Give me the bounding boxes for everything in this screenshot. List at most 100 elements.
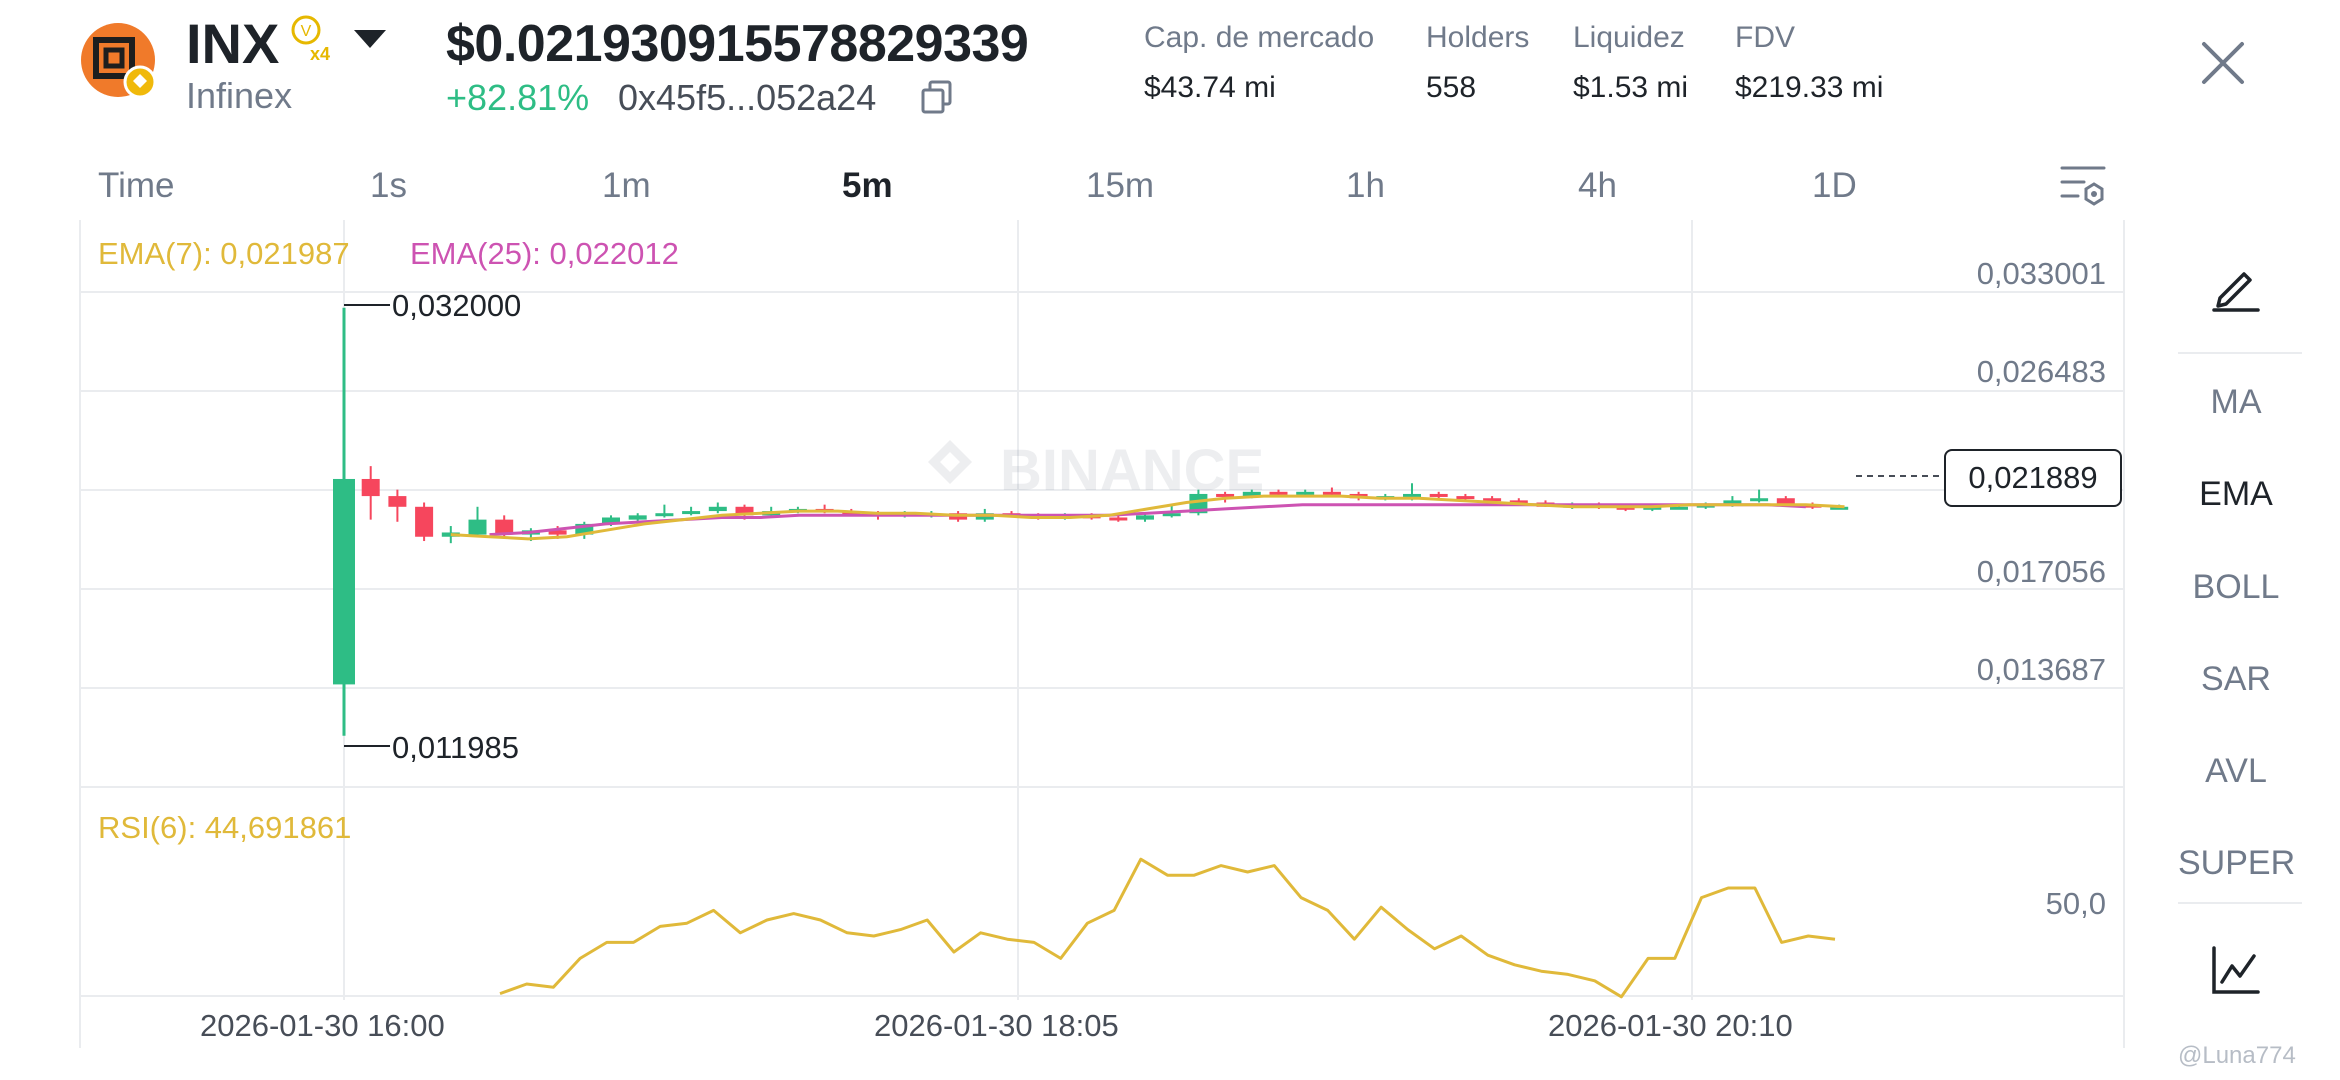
price-change: +82.81% <box>446 77 590 118</box>
tab-5m[interactable]: 5m <box>842 166 893 205</box>
rsi-axis-label: 50,0 <box>2045 886 2106 921</box>
candle-body <box>388 496 407 507</box>
contract-address: 0x45f5...052a24 <box>618 77 877 118</box>
verified-badge-icon: V x4 <box>291 15 330 64</box>
candle-body <box>1109 517 1128 521</box>
stat-label-liquidity: Liquidez <box>1573 21 1685 54</box>
candle <box>1109 515 1128 522</box>
candle-body <box>1483 498 1502 502</box>
rsi-line <box>499 857 1836 999</box>
candle-body <box>1269 491 1288 495</box>
indicator-sar[interactable]: SAR <box>2201 660 2271 698</box>
candle-body <box>1296 491 1315 495</box>
token-switch-dropdown[interactable] <box>352 26 388 52</box>
candle-body <box>415 506 434 537</box>
price-axis-label: 0,026483 <box>1976 354 2106 389</box>
ema7-line <box>450 494 1845 541</box>
exchange-watermark: BINANCE <box>928 438 1264 503</box>
time-axis-label: 2026-01-30 20:10 <box>1548 1008 1793 1043</box>
candle-body <box>1216 493 1235 497</box>
candle-body <box>1162 513 1181 517</box>
draw-tool-icon[interactable] <box>2210 262 2262 312</box>
token-name: Infinex <box>186 75 293 116</box>
candle <box>708 502 727 514</box>
candle-body <box>361 478 380 497</box>
indicator-ema[interactable]: EMA <box>2199 475 2273 513</box>
low-price-label: 0,011985 <box>392 730 519 765</box>
candle-body <box>1136 515 1154 520</box>
candle-body <box>548 530 567 535</box>
tab-1h[interactable]: 1h <box>1346 166 1385 205</box>
candle-body <box>1643 506 1662 510</box>
stat-label-holders: Holders <box>1426 21 1530 54</box>
token-logo <box>81 23 157 99</box>
candle <box>655 504 674 518</box>
candle-body <box>1750 498 1769 502</box>
candle <box>682 506 701 516</box>
candle <box>575 521 594 539</box>
stat-value-holders: 558 <box>1426 71 1477 104</box>
stat-label-market-cap: Cap. de mercado <box>1144 21 1375 54</box>
indicator-boll[interactable]: BOLL <box>2192 568 2280 606</box>
rsi-legend: RSI(6): 44,691861 <box>98 810 352 845</box>
indicator-ma[interactable]: MA <box>2210 383 2262 421</box>
chart-type-icon[interactable] <box>2210 944 2262 996</box>
chart-grid <box>79 220 2125 1048</box>
candle-body <box>333 478 355 685</box>
candle <box>361 466 380 520</box>
time-axis-label: 2026-01-30 18:05 <box>874 1008 1119 1043</box>
candle-body <box>1670 506 1688 510</box>
copy-icon[interactable] <box>920 80 954 116</box>
badge-multiplier: x4 <box>310 44 330 64</box>
candle <box>1750 489 1769 503</box>
price-axis-label: 0,013687 <box>1976 652 2106 687</box>
time-axis-label: 2026-01-30 16:00 <box>200 1008 445 1043</box>
last-price-tag: 0,021889 <box>1944 449 2122 507</box>
ema25-legend: EMA(25): 0,022012 <box>410 236 679 271</box>
price-chart[interactable]: BINANCE <box>0 220 2140 1060</box>
chart-settings-icon[interactable] <box>2058 162 2108 208</box>
candle-body <box>1322 491 1341 495</box>
indicator-super[interactable]: SUPER <box>2178 844 2296 882</box>
divider <box>2178 352 2302 354</box>
stat-label-fdv: FDV <box>1735 21 1795 54</box>
close-icon[interactable] <box>2200 40 2246 86</box>
candle-body <box>468 519 487 535</box>
user-watermark: @Luna774 <box>2178 1042 2296 1069</box>
tab-1d[interactable]: 1D <box>1812 166 1857 205</box>
ema7-legend: EMA(7): 0,021987 <box>98 236 350 271</box>
stat-value-liquidity: $1.53 mi <box>1573 71 1689 104</box>
candle <box>415 502 434 542</box>
token-price: $0.021930915578829339 <box>446 15 1029 73</box>
candle-body <box>602 517 620 524</box>
stat-value-market-cap: $43.74 mi <box>1144 71 1276 104</box>
svg-text:V: V <box>301 23 312 40</box>
price-axis-label: 0,017056 <box>1976 554 2106 589</box>
candle-body <box>628 515 647 520</box>
tab-1s[interactable]: 1s <box>370 166 407 205</box>
candle-body <box>682 511 701 515</box>
candle <box>388 489 407 522</box>
candle-body <box>1830 506 1849 510</box>
candle-body <box>1509 500 1528 504</box>
candle-body <box>1429 493 1448 497</box>
price-axis-label: 0,033001 <box>1976 256 2106 291</box>
tab-4h[interactable]: 4h <box>1578 166 1617 205</box>
candle-body <box>1776 498 1795 505</box>
tab-time[interactable]: Time <box>98 166 175 205</box>
candle-body <box>495 519 514 535</box>
candle <box>333 307 355 736</box>
indicator-avl[interactable]: AVL <box>2205 752 2267 790</box>
svg-text:BINANCE: BINANCE <box>1000 438 1264 503</box>
candle-body <box>1403 493 1421 497</box>
tab-15m[interactable]: 15m <box>1086 166 1155 205</box>
candle-body <box>1456 496 1475 500</box>
candle <box>468 506 487 537</box>
candle-body <box>1723 500 1742 505</box>
candle-body <box>575 523 594 535</box>
candle-body <box>735 506 754 516</box>
tab-1m[interactable]: 1m <box>602 166 651 205</box>
high-price-label: 0,032000 <box>392 288 522 323</box>
divider <box>2178 902 2302 904</box>
stat-value-fdv: $219.33 mi <box>1735 71 1884 104</box>
